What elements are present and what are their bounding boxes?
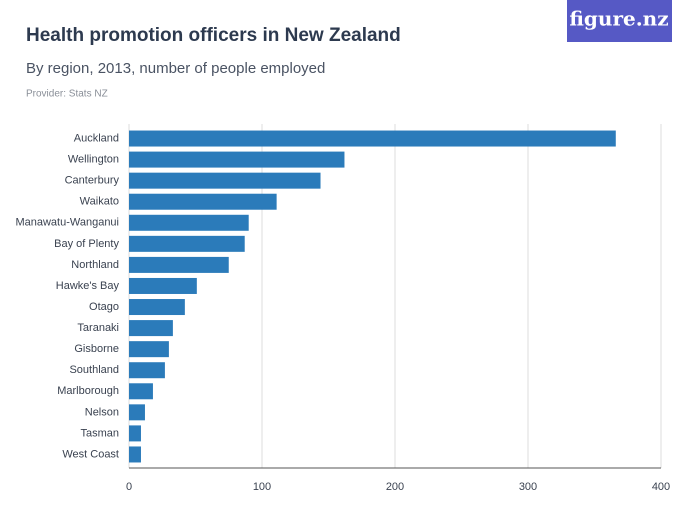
brand-logo[interactable] (567, 0, 672, 42)
bar (129, 299, 185, 316)
y-tick-label: Canterbury (65, 175, 120, 187)
y-tick-label: Northland (71, 259, 119, 271)
y-tick-label: Manawatu-Wanganui (15, 217, 119, 229)
y-tick-label: Otago (89, 301, 119, 313)
y-tick-label: Nelson (85, 406, 119, 418)
bar (129, 130, 616, 147)
y-tick-label: Marlborough (57, 385, 119, 397)
bar (129, 256, 229, 273)
y-tick-label: Wellington (68, 154, 119, 166)
bar (129, 425, 141, 442)
provider: Provider: Stats NZ (26, 89, 108, 100)
chart-subtitle: By region, 2013, number of people employ… (26, 60, 325, 77)
bar (129, 235, 245, 252)
y-tick-label: Hawke's Bay (56, 280, 120, 292)
y-tick-label: Taranaki (77, 322, 119, 334)
bar (129, 404, 145, 421)
bar (129, 362, 165, 379)
bar (129, 446, 141, 463)
bar (129, 172, 321, 189)
bar (129, 341, 169, 358)
x-tick-label: 300 (519, 481, 537, 493)
y-tick-label: Tasman (80, 427, 119, 439)
bar (129, 383, 153, 400)
bar (129, 151, 345, 168)
y-tick-label: Gisborne (74, 343, 119, 355)
x-tick-label: 400 (652, 481, 670, 493)
y-tick-label: Bay of Plenty (54, 238, 119, 250)
bar (129, 320, 173, 337)
y-tick-label: Southland (69, 364, 119, 376)
y-tick-label: West Coast (62, 448, 119, 460)
bar (129, 277, 197, 294)
chart-title: Health promotion officers in New Zealand (26, 25, 401, 46)
x-tick-label: 200 (386, 481, 404, 493)
y-tick-label: Waikato (80, 196, 119, 208)
x-tick-label: 100 (253, 481, 271, 493)
x-tick-label: 0 (126, 481, 132, 493)
bar (129, 214, 249, 231)
bar (129, 193, 277, 210)
brand-text[interactable]: figure.nz (569, 7, 668, 31)
y-tick-label: Auckland (74, 132, 119, 144)
